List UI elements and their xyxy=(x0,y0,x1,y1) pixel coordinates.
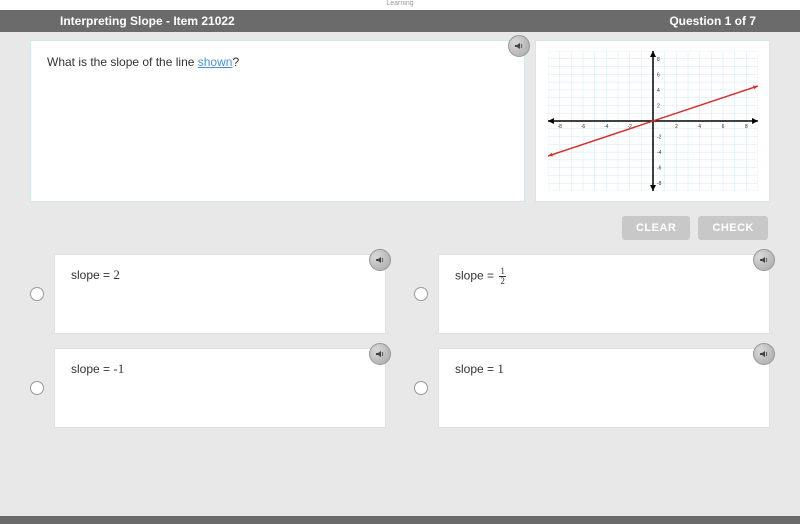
page-title: Interpreting Slope - Item 21022 xyxy=(60,14,235,28)
answer-2-fraction: 12 xyxy=(499,267,506,286)
answer-1-audio-button[interactable] xyxy=(369,249,391,271)
shown-link[interactable]: shown xyxy=(198,55,233,69)
answer-3-value: -1 xyxy=(113,361,124,376)
answer-1-value: 2 xyxy=(113,267,120,282)
answer-card-4[interactable]: slope = 1 xyxy=(438,348,770,428)
speaker-icon xyxy=(514,41,524,51)
answer-3-audio-button[interactable] xyxy=(369,343,391,365)
answer-card-1[interactable]: slope = 2 xyxy=(54,254,386,334)
question-card: What is the slope of the line shown? xyxy=(30,40,525,202)
svg-text:-8: -8 xyxy=(557,124,562,130)
answer-1-prefix: slope = xyxy=(71,268,113,282)
svg-text:-6: -6 xyxy=(657,166,662,172)
answer-card-3[interactable]: slope = -1 xyxy=(54,348,386,428)
svg-text:4: 4 xyxy=(698,124,701,130)
answer-2-denominator: 2 xyxy=(499,277,506,286)
answer-3-prefix: slope = xyxy=(71,362,113,376)
answer-option-1: slope = 2 xyxy=(30,254,386,334)
svg-text:6: 6 xyxy=(721,124,724,130)
speaker-icon xyxy=(759,349,769,359)
footer-bar xyxy=(0,516,800,524)
radio-4[interactable] xyxy=(414,381,428,395)
answer-4-prefix: slope = xyxy=(455,362,497,376)
answers-grid: slope = 2 slope = 12 slope = -1 xyxy=(30,254,770,428)
svg-text:-8: -8 xyxy=(657,181,662,187)
svg-text:-4: -4 xyxy=(604,124,609,130)
question-prefix: What is the slope of the line xyxy=(47,55,198,69)
svg-text:-6: -6 xyxy=(580,124,585,130)
question-text: What is the slope of the line shown? xyxy=(47,55,508,69)
radio-3[interactable] xyxy=(30,381,44,395)
answer-option-4: slope = 1 xyxy=(414,348,770,428)
svg-text:2: 2 xyxy=(674,124,677,130)
speaker-icon xyxy=(375,349,385,359)
clear-button[interactable]: CLEAR xyxy=(622,216,690,240)
graph-card: -8-6-4-22468-8-6-4-22468 xyxy=(535,40,770,202)
top-label: Learning xyxy=(386,0,413,7)
question-suffix: ? xyxy=(232,55,239,69)
action-buttons: CLEAR CHECK xyxy=(30,216,770,240)
svg-text:-2: -2 xyxy=(657,135,662,141)
speaker-icon xyxy=(759,255,769,265)
radio-1[interactable] xyxy=(30,287,44,301)
question-audio-button[interactable] xyxy=(508,35,530,57)
svg-text:4: 4 xyxy=(657,88,660,94)
slope-graph: -8-6-4-22468-8-6-4-22468 xyxy=(548,51,758,191)
speaker-icon xyxy=(375,255,385,265)
svg-text:8: 8 xyxy=(744,124,747,130)
question-row: What is the slope of the line shown? -8 -… xyxy=(30,40,770,202)
main-content: What is the slope of the line shown? -8 -… xyxy=(0,32,800,436)
answer-4-audio-button[interactable] xyxy=(753,343,775,365)
question-progress: Question 1 of 7 xyxy=(669,14,756,28)
check-button[interactable]: CHECK xyxy=(698,216,768,240)
answer-option-2: slope = 12 xyxy=(414,254,770,334)
svg-text:6: 6 xyxy=(657,72,660,78)
top-strip: Learning xyxy=(0,0,800,10)
svg-text:8: 8 xyxy=(657,57,660,63)
answer-4-value: 1 xyxy=(497,361,504,376)
svg-text:2: 2 xyxy=(657,103,660,109)
answer-2-audio-button[interactable] xyxy=(753,249,775,271)
svg-text:-4: -4 xyxy=(657,150,662,156)
answer-option-3: slope = -1 xyxy=(30,348,386,428)
radio-2[interactable] xyxy=(414,287,428,301)
answer-card-2[interactable]: slope = 12 xyxy=(438,254,770,334)
answer-2-prefix: slope = xyxy=(455,269,497,283)
header-bar: Interpreting Slope - Item 21022 Question… xyxy=(0,10,800,32)
